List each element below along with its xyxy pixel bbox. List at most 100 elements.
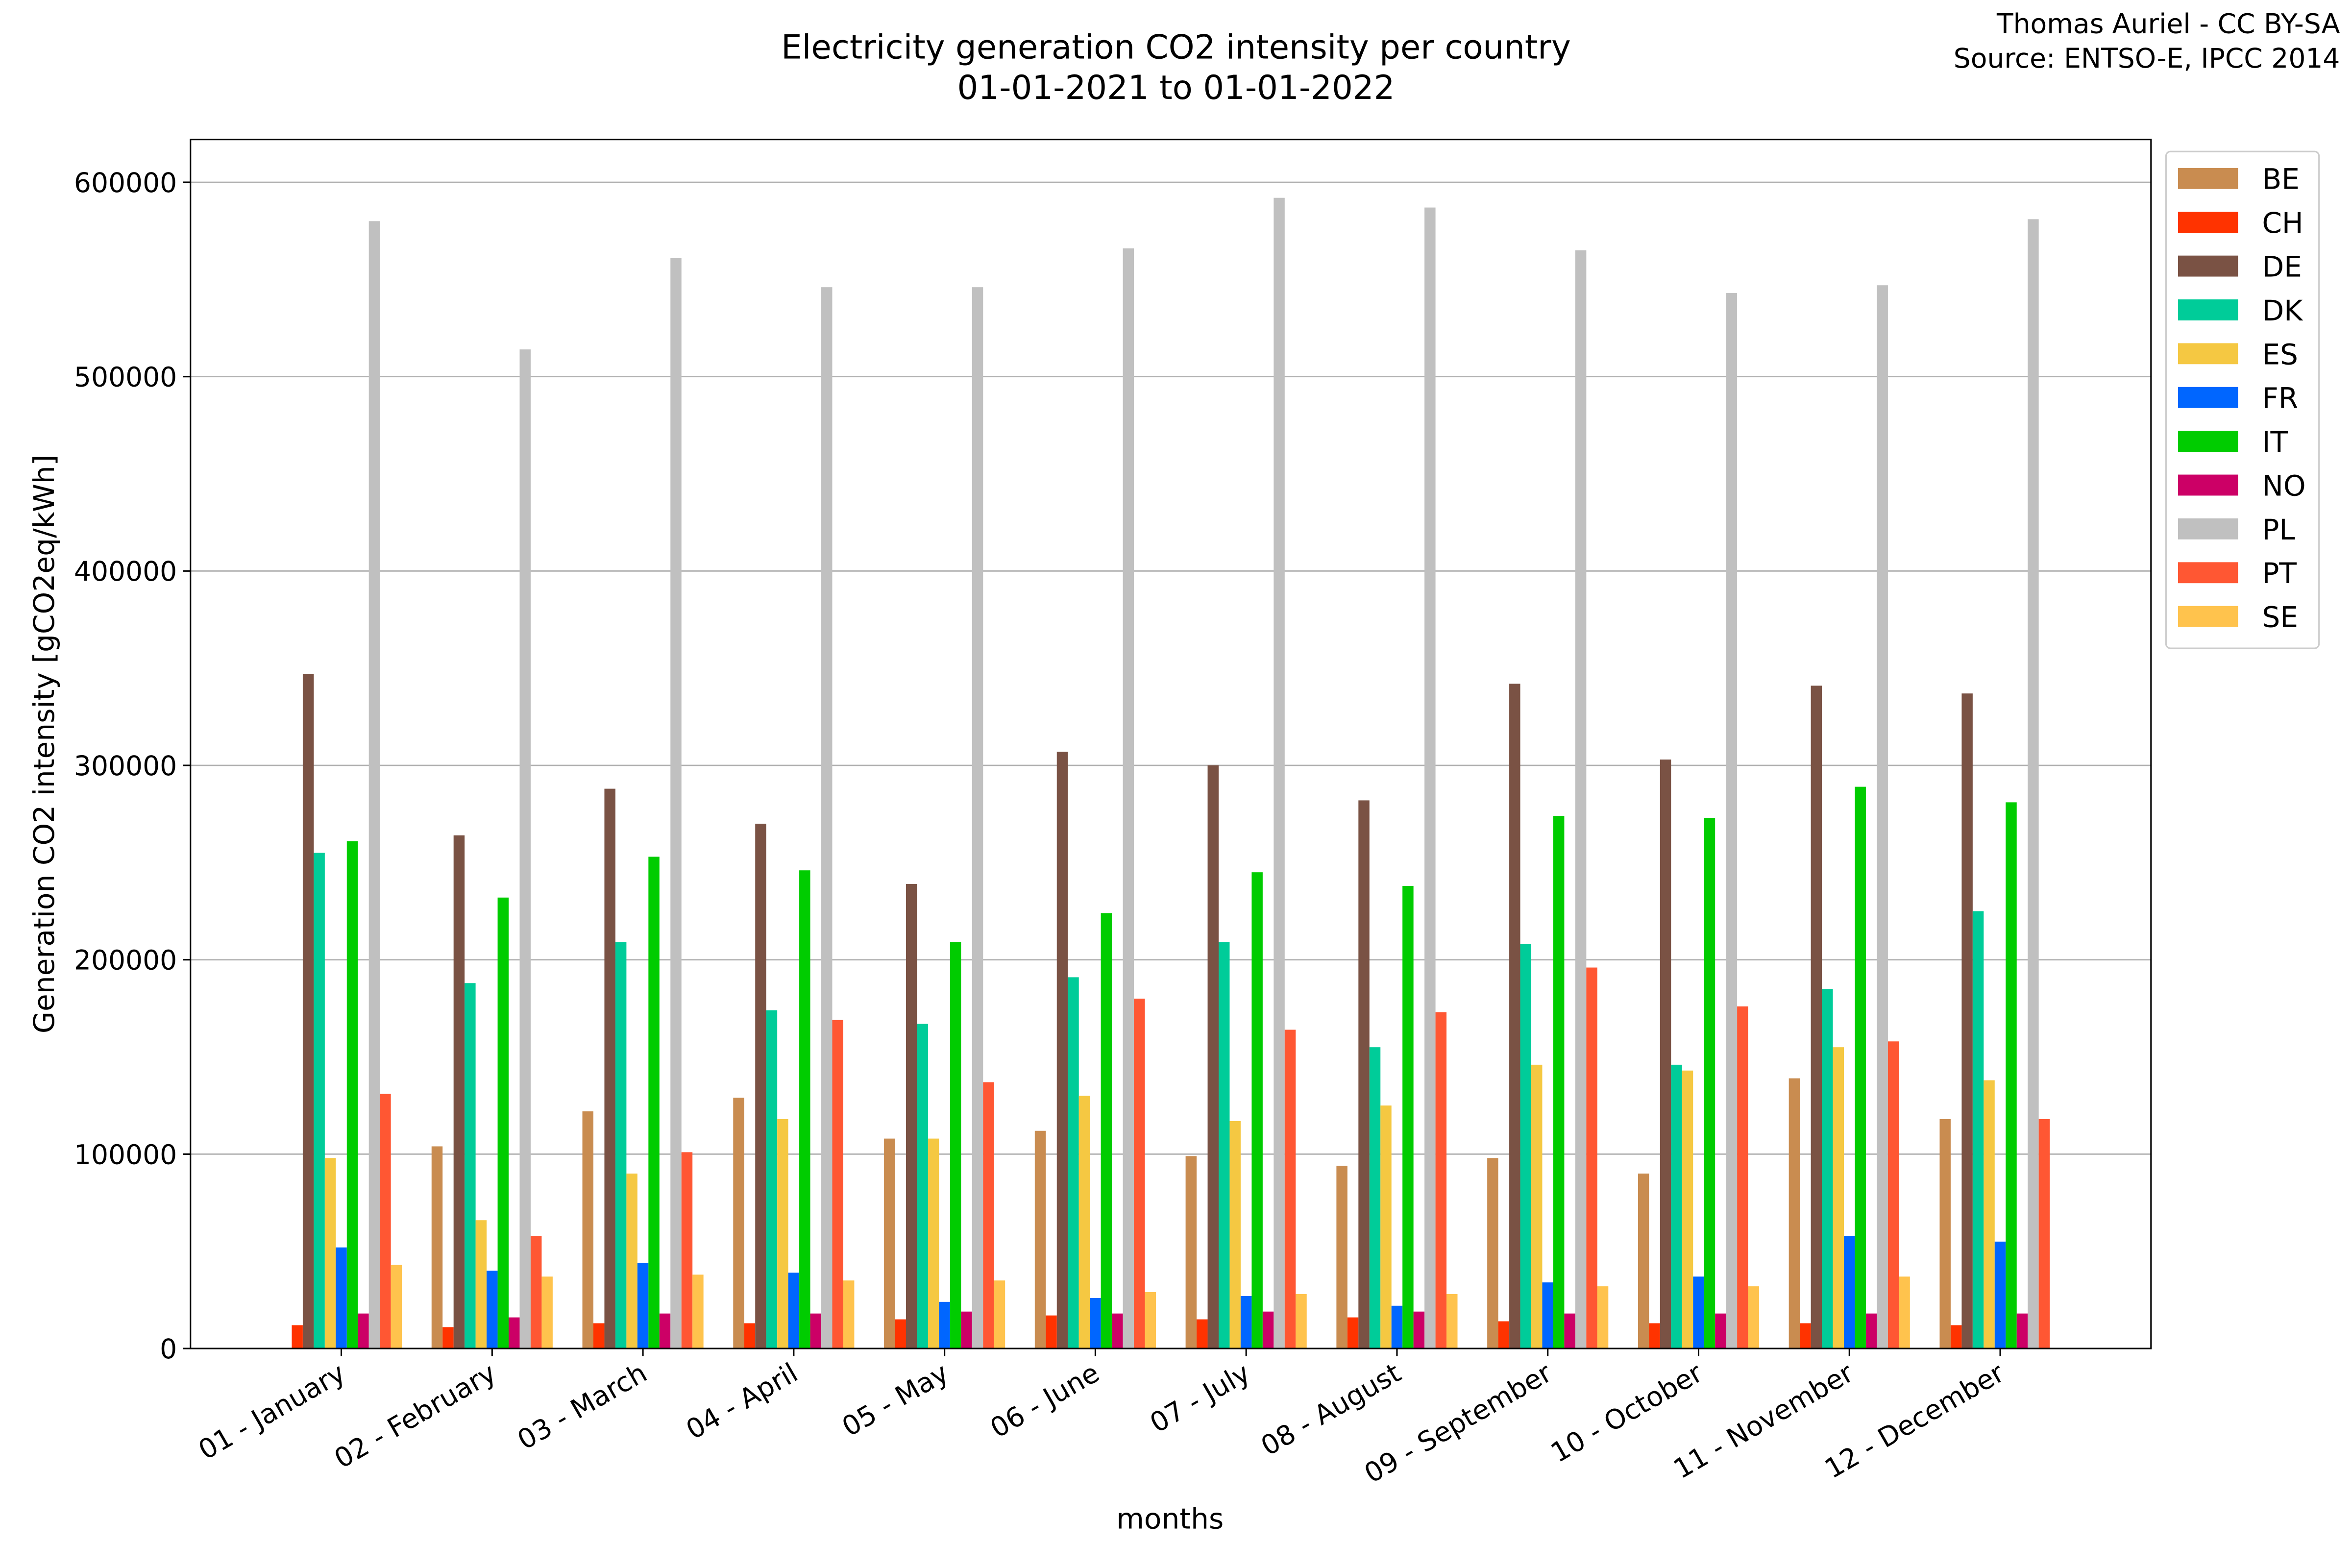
x-tick-label: 06 - June (985, 1357, 1104, 1444)
x-tick-label: 07 - July (1145, 1357, 1255, 1439)
bar (810, 1313, 822, 1349)
legend-label: CH (2262, 206, 2303, 240)
bar (670, 258, 682, 1349)
x-tick-label: 05 - May (836, 1357, 954, 1443)
bar (681, 1152, 693, 1349)
bar (733, 1098, 744, 1349)
bar (1520, 944, 1532, 1349)
bar (1380, 1105, 1392, 1349)
legend-swatch (2178, 168, 2238, 189)
bar (1811, 686, 1822, 1349)
bar (431, 1146, 443, 1349)
bar (983, 1082, 994, 1349)
x-axis-label: months (1116, 1502, 1224, 1535)
bar (1531, 1064, 1543, 1349)
bar (799, 870, 810, 1349)
bar (2006, 802, 2017, 1349)
bar (487, 1271, 498, 1349)
bar (659, 1313, 671, 1349)
legend-label: ES (2262, 338, 2298, 371)
bar (1056, 752, 1068, 1349)
bar (766, 1010, 778, 1349)
bar (2028, 219, 2039, 1349)
bar (442, 1327, 454, 1349)
bar (2038, 1119, 2050, 1349)
bar (1034, 1130, 1046, 1349)
bar (1887, 1041, 1899, 1349)
x-tick-label: 03 - March (512, 1357, 652, 1456)
bar (593, 1323, 605, 1349)
bar (1068, 977, 1079, 1349)
bar (939, 1301, 950, 1349)
bar (744, 1323, 756, 1349)
legend-swatch (2178, 255, 2238, 277)
legend-label: IT (2262, 425, 2288, 459)
bar (1240, 1296, 1252, 1349)
bar (1262, 1311, 1274, 1349)
legend-label: DK (2262, 294, 2303, 327)
bar (509, 1317, 520, 1349)
bar (1788, 1078, 1800, 1349)
bar (972, 287, 983, 1349)
bar (1822, 989, 1833, 1349)
legend-swatch (2178, 343, 2238, 365)
bar (1358, 800, 1370, 1349)
legend-label: PT (2262, 557, 2297, 590)
legend-swatch (2178, 387, 2238, 408)
bar (917, 1024, 928, 1349)
bar (1046, 1315, 1057, 1349)
bar (1726, 293, 1738, 1349)
bar (465, 983, 476, 1349)
bar (1296, 1294, 1307, 1349)
bar (1693, 1276, 1704, 1349)
bar (1112, 1313, 1123, 1349)
bar (1185, 1156, 1197, 1349)
legend-label: SE (2262, 601, 2298, 634)
bar (1413, 1311, 1425, 1349)
legend-label: NO (2262, 469, 2305, 502)
legend-swatch (2178, 606, 2238, 627)
bar (648, 857, 660, 1349)
bar (453, 835, 465, 1349)
bar (358, 1313, 369, 1349)
x-tick-label: 04 - April (681, 1357, 803, 1446)
bar (2016, 1313, 2028, 1349)
y-tick-label: 100000 (74, 1139, 177, 1170)
bar (391, 1265, 402, 1349)
bar (368, 221, 380, 1349)
bar (1274, 197, 1285, 1349)
bar (1833, 1047, 1844, 1349)
bar (832, 1020, 843, 1349)
bar (324, 1158, 336, 1349)
chart-subtitle: 01-01-2021 to 01-01-2022 (957, 68, 1395, 107)
legend-label: FR (2262, 382, 2298, 415)
bar (1197, 1319, 1208, 1349)
bar (497, 897, 509, 1349)
bar (1336, 1166, 1348, 1349)
bar (1649, 1323, 1660, 1349)
bar (1737, 1006, 1748, 1349)
bar (1078, 1096, 1090, 1349)
bar (1575, 250, 1587, 1349)
bar (1435, 1012, 1447, 1349)
source: Source: ENTSO-E, IPCC 2014 (1954, 43, 2340, 74)
bar (1715, 1313, 1726, 1349)
bar (1369, 1047, 1381, 1349)
bar (1877, 285, 1888, 1349)
bar (582, 1111, 593, 1349)
bar (1972, 911, 1984, 1349)
bar (1597, 1286, 1609, 1349)
y-tick-label: 300000 (74, 750, 177, 782)
bar (1961, 693, 1973, 1349)
bar (1402, 885, 1414, 1349)
legend-label: DE (2262, 250, 2302, 283)
y-tick-label: 200000 (74, 945, 177, 976)
bar (1284, 1029, 1296, 1349)
bar (950, 942, 961, 1349)
bar (1553, 816, 1565, 1349)
legend-swatch (2178, 518, 2238, 539)
bar (1939, 1119, 1951, 1349)
bar (1446, 1294, 1458, 1349)
